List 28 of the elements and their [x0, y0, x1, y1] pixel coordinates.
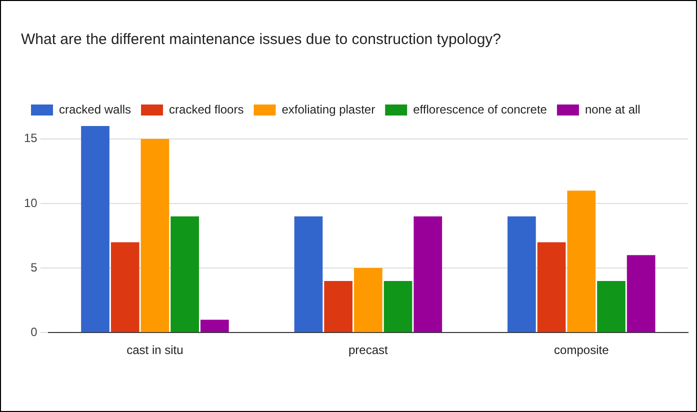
bar: [324, 280, 353, 332]
legend-label: cracked walls: [59, 102, 132, 116]
y-tick-label: 15: [24, 131, 38, 146]
legend-label: exfoliating plaster: [282, 102, 376, 116]
y-tick-label: 5: [30, 260, 38, 274]
bar: [354, 268, 382, 332]
chart-title: What are the different maintenance issues due to construction typology?: [21, 31, 502, 48]
bar: [200, 320, 229, 332]
legend-label: efflorescence of concrete: [413, 102, 548, 116]
x-tick-label: cast in situ: [126, 343, 184, 358]
bar: [626, 255, 656, 332]
y-tick-label: 0: [30, 324, 38, 339]
bar: [567, 190, 596, 332]
y-tick-label: 10: [24, 196, 38, 210]
bar: [508, 216, 536, 332]
bar: [140, 138, 170, 332]
bar: [597, 280, 626, 332]
bar: [294, 216, 323, 332]
x-tick-label: precast: [348, 343, 389, 358]
bar: [537, 242, 566, 332]
bar: [81, 126, 110, 332]
bar: [384, 280, 412, 332]
x-tick-label: composite: [554, 343, 610, 358]
legend-label: none at all: [584, 102, 640, 116]
bar: [110, 242, 140, 332]
legend-label: cracked floors: [169, 102, 244, 116]
bar: [414, 216, 442, 332]
bar: [170, 216, 199, 332]
